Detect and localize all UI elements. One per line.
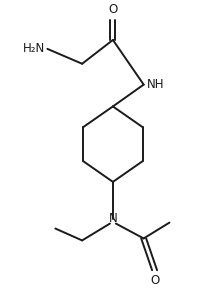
Text: O: O — [108, 3, 118, 16]
Text: NH: NH — [147, 78, 164, 91]
Text: O: O — [150, 274, 159, 287]
Text: N: N — [109, 212, 117, 225]
Text: H₂N: H₂N — [23, 42, 45, 55]
